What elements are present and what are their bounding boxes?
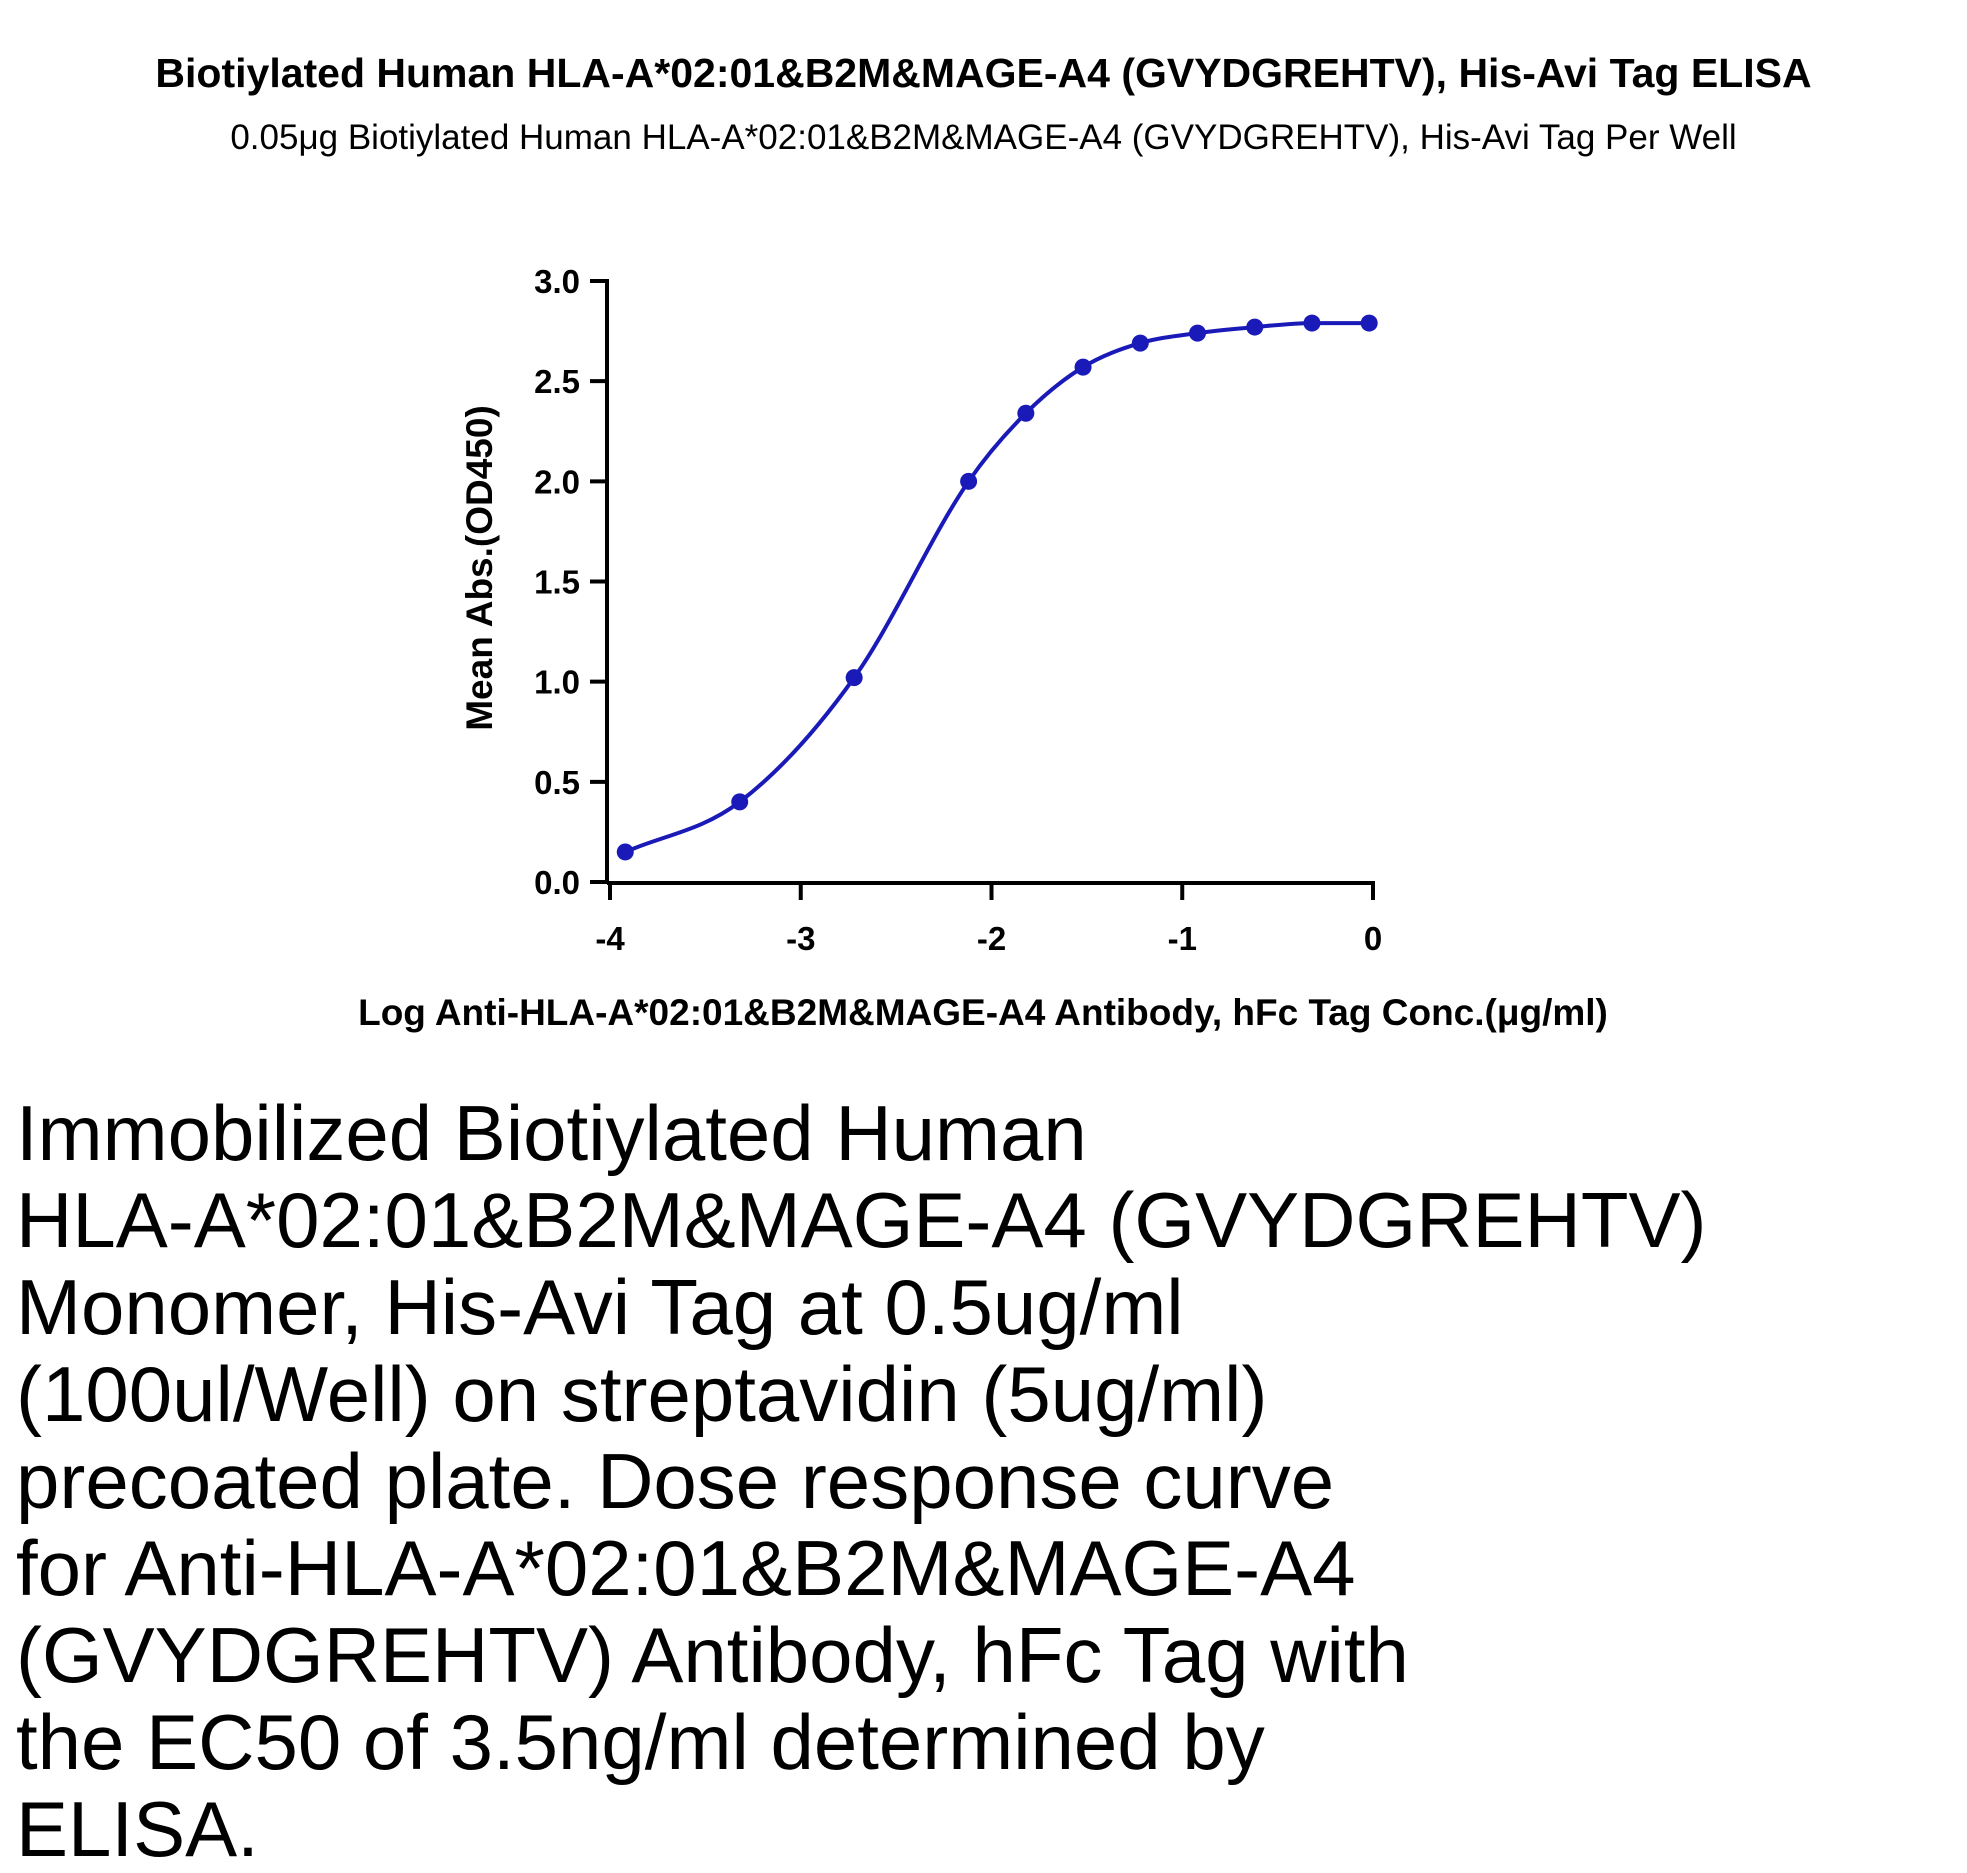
y-tick-label: 0.0 [534, 864, 580, 901]
y-tick-label: 1.0 [534, 664, 580, 701]
data-point [960, 472, 978, 490]
figure-caption: Immobilized Biotiylated Human HLA-A*02:0… [16, 1089, 1707, 1873]
y-tick-label: 3.0 [534, 263, 580, 300]
x-tick-label: -4 [595, 920, 625, 957]
chart-subtitle: 0.05μg Biotiylated Human HLA-A*02:01&B2M… [230, 118, 1737, 157]
data-point [1360, 314, 1378, 332]
data-point [1131, 334, 1149, 352]
y-tick-label: 0.5 [534, 764, 580, 801]
x-axis-label: Log Anti-HLA-A*02:01&B2M&MAGE-A4 Antibod… [358, 992, 1608, 1033]
data-point [1017, 404, 1035, 422]
axes: 0.0 0.5 1.0 1.5 2.0 2.5 3.0 -4 -3 -2 -1 0 [534, 263, 1382, 957]
x-tick-label: -2 [977, 920, 1006, 957]
data-point [616, 843, 634, 861]
data-point [845, 669, 863, 687]
data-point [1246, 318, 1264, 336]
data-point [1303, 314, 1321, 332]
y-tick-label: 2.0 [534, 463, 580, 500]
y-tick-label: 2.5 [534, 363, 580, 400]
y-tick-label: 1.5 [534, 564, 580, 601]
y-axis-label: Mean Abs.(OD450) [459, 405, 500, 731]
data-point [1074, 358, 1092, 376]
elisa-chart: 0.0 0.5 1.0 1.5 2.0 2.5 3.0 -4 -3 -2 -1 0 Mean Abs.… [358, 263, 1608, 1033]
x-tick-label: -3 [786, 920, 815, 957]
fit-curve [624, 321, 1370, 854]
chart-title: Biotiylated Human HLA-A*02:01&B2M&MAGE-A… [155, 50, 1812, 96]
x-tick-label: -1 [1168, 920, 1197, 957]
data-point [1189, 324, 1207, 342]
data-points-layer [616, 314, 1378, 861]
fit-curve-layer [624, 321, 1370, 854]
data-point [731, 793, 749, 811]
x-tick-label: 0 [1364, 920, 1382, 957]
